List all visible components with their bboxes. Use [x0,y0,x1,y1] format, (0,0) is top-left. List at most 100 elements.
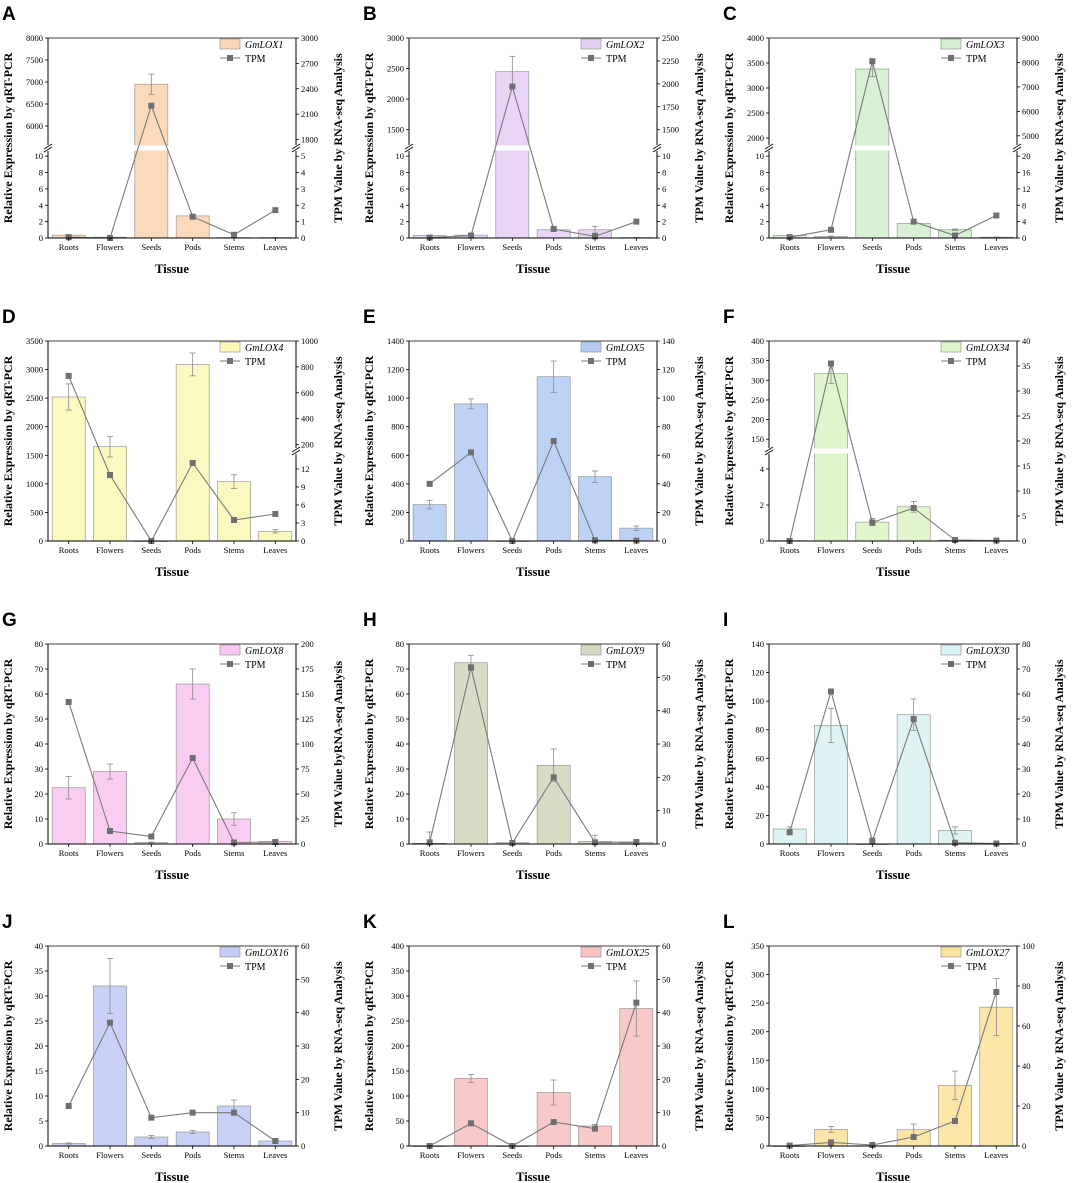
left-tick-label: 1500 [387,125,404,135]
tpm-point [65,1103,72,1109]
left-tick-label: 6000 [26,121,43,131]
y-axis-label: Relative Expressive by qRT-PCR [722,356,736,526]
x-tick-label: Stems [224,242,245,252]
y2-axis-label: TPM Value by RNA-seq Analysis [1052,659,1066,829]
y2-axis-label: TPM Value by RNA-seq Analysis [1052,53,1066,223]
right-tick-label: 30 [1022,386,1031,396]
panel-letter: A [2,4,16,25]
right-tick-label: 9 [301,482,305,492]
bar [412,504,447,542]
y-axis-label: Relative Expression by qRT-PCR [1,52,15,223]
right-tick-label: 2500 [662,33,679,43]
panel-j: J Relative Expression by qRT-PCR TPM Value… [1,912,345,1183]
tpm-point [107,828,113,834]
tpm-point [231,231,237,238]
tpm-point [993,212,1000,219]
left-tick-label: 4 [760,464,765,474]
tpm-point [828,1139,834,1146]
y2-axis-label: TPM Value by RNA-seq Analysis [331,53,345,223]
left-tick-label: 6500 [26,99,43,109]
tpm-point [592,839,598,846]
left-tick-label: 100 [751,1084,764,1094]
bar [175,683,210,845]
left-tick-label: 0 [39,839,43,849]
left-tick-label: 0 [760,536,764,546]
right-tick-label: 120 [662,365,675,375]
right-tick-label: 60 [1022,689,1031,699]
right-tick-label: 175 [301,664,314,674]
axis-break-gap [765,448,773,454]
tpm-line [68,1021,276,1142]
tpm-point [509,840,516,846]
tpm-line [429,1002,637,1147]
x-tick-label: Roots [420,242,440,252]
x-tick-label: Leaves [984,848,1008,858]
left-tick-label: 20 [396,789,405,799]
x-tick-label: Seeds [141,545,161,555]
x-tick-label: Stems [224,1150,245,1160]
right-tick-label: 1750 [662,102,679,112]
legend-swatch-bar [219,644,241,656]
tpm-line [68,103,276,239]
tpm-point [231,517,237,523]
x-tick-label: Pods [545,242,562,252]
legend-label-gene: GmLOX1 [245,40,283,51]
right-tick-label: 8 [1022,200,1026,210]
x-tick-label: Roots [780,1150,800,1160]
left-tick-label: 0 [400,839,404,849]
panel-g: G Relative Expression by qRT-PCR TPM Value… [1,610,345,882]
right-tick-label: 80 [1022,639,1031,649]
panel-i: I Relative Expression by qRT-PCR TPM Value… [722,610,1066,882]
tpm-point [633,218,640,225]
right-tick-label: 6 [301,500,305,510]
left-tick-label: 2 [760,500,764,510]
tpm-point [272,1138,279,1144]
axis-break-mark [291,146,301,153]
legend-swatch-bar [219,38,241,50]
axis-break-gap [765,145,773,151]
axis-break-mark [1012,143,1022,150]
left-tick-label: 60 [756,753,765,763]
left-tick-label: 30 [396,764,405,774]
tpm-point [65,699,72,705]
panel-k: K Relative Expression by qRT-PCR TPM Value… [362,912,706,1183]
right-tick-label: 200 [301,440,314,450]
right-tick-label: 2400 [301,84,318,94]
tpm-point [910,1134,917,1140]
right-tick-label: 50 [1022,714,1031,724]
right-tick-label: 800 [301,362,314,372]
bar [175,364,210,542]
x-tick-label: Roots [420,848,440,858]
panel-a: A Relative Expression by qRT-PCR TPM Value… [1,4,345,276]
bar [175,1131,210,1147]
left-tick-label: 60 [396,689,405,699]
right-tick-label: 40 [301,1008,310,1018]
left-tick-label: 2000 [747,133,764,143]
x-axis-label: Tissue [516,565,550,579]
x-tick-label: Pods [905,1150,922,1160]
y2-axis-label: TPM Value by RNA-seq Analysis [1052,356,1066,526]
x-tick-label: Seeds [862,848,882,858]
tpm-point [592,233,598,240]
x-tick-label: Leaves [263,848,287,858]
left-tick-label: 8 [400,168,404,178]
right-tick-label: 2 [662,217,666,227]
bar [536,376,571,542]
legend-label-tpm: TPM [966,357,987,368]
right-tick-label: 1 [301,217,305,227]
axis-break-mark [43,146,53,153]
left-tick-label: 0 [400,536,404,546]
right-tick-label: 40 [662,1008,671,1018]
bar [896,714,931,845]
legend-label-gene: GmLOX27 [966,948,1010,959]
right-tick-label: 20 [662,772,671,782]
right-tick-label: 5 [301,151,305,161]
x-tick-label: Seeds [862,242,882,252]
x-tick-label: Pods [905,545,922,555]
panel-letter: J [2,912,13,933]
x-tick-label: Flowers [457,242,484,252]
x-tick-label: Seeds [502,1150,522,1160]
panel-letter: K [363,912,377,933]
right-tick-label: 4 [301,168,306,178]
legend-label-gene: GmLOX34 [966,343,1009,354]
